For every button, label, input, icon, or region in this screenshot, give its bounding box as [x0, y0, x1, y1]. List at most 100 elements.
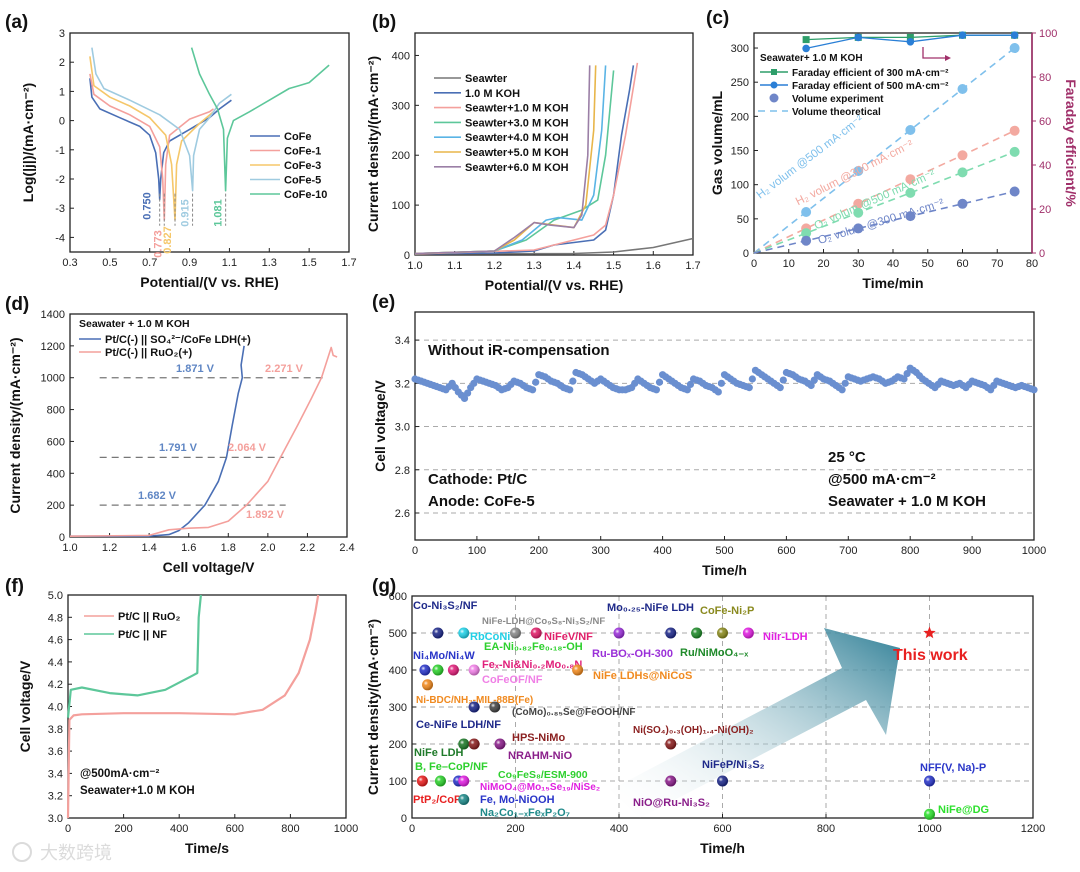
y2-tick-label: 0	[1039, 248, 1045, 260]
voltage-point	[532, 378, 540, 386]
y-tick-label: 3.6	[48, 746, 63, 758]
data-point-highlight	[468, 738, 480, 750]
voltage-point	[482, 378, 490, 386]
legend: Seawater+ 1.0 M KOH Faraday efficient of …	[758, 53, 949, 118]
condition-annotation: @500mA·cm⁻²	[80, 768, 159, 780]
legend-label: Faraday efficient of 500 mA·cm⁻²	[792, 81, 949, 92]
y-tick-label: 400	[47, 468, 65, 480]
x-tick-label: 1.0	[407, 260, 422, 272]
watermark: 大数跨境	[12, 842, 112, 863]
y-tick-label: 200	[389, 739, 407, 751]
plot-frame	[69, 32, 350, 253]
legend: CoFe CoFe-1 CoFe-3 CoFe-5 CoFe-10	[250, 131, 327, 201]
condition-annotation: Without iR-compensation	[428, 342, 610, 359]
data-point-label: PtP₂/CoP	[413, 794, 461, 806]
volume-point	[957, 84, 968, 95]
panel-a: 0.3 0.5 0.7 0.9 1.1 1.3 1.5 1.7 -4 -3 -2 -1 0 1 2 3 Pote…	[5, 12, 357, 290]
data-point-label: NiO@Ru-Ni₃S₂	[633, 797, 710, 809]
potential-annotation: 0.915	[180, 199, 192, 227]
x-tick-label: 70	[991, 258, 1003, 270]
voltage-point	[594, 377, 602, 385]
condition-annotation: Seawater + 1.0 M KOH	[828, 493, 986, 510]
voltage-point	[983, 384, 992, 392]
data-point-label: NiMoO₄@Mo₁₅Se₁₉/NiSe₂	[480, 782, 600, 793]
data-point-highlight	[489, 701, 501, 713]
voltage-point	[847, 374, 855, 382]
data-point-highlight	[468, 664, 480, 676]
y-axis-title: Gas volume/mL	[709, 90, 725, 195]
data-point-label: RbCoNi	[470, 631, 510, 643]
voltage-point	[556, 381, 565, 390]
y-tick-label: 2.6	[395, 508, 410, 520]
data-point-label: NFF(V, Na)-P	[920, 762, 986, 774]
data-point-label: NiFeV/NF	[544, 631, 593, 643]
voltage-point	[897, 374, 905, 382]
voltage-point	[587, 377, 596, 385]
voltage-point	[761, 373, 769, 381]
x-tick-label: 300	[592, 545, 610, 557]
y2-axis-title: Faraday efficient/%	[1063, 79, 1079, 207]
data-point-highlight	[613, 627, 625, 639]
panel-g: 0 200 400 600 800 1000 1200 0 100 200 300 400 500 600…	[365, 576, 1045, 856]
y-tick-label: 3.4	[395, 335, 410, 347]
x-tick-label: 10	[783, 258, 795, 270]
volume-point	[1009, 125, 1020, 136]
panel-label: (f)	[5, 576, 24, 597]
y-tick-label: 800	[47, 405, 65, 417]
y-tick-label: 0	[404, 250, 410, 262]
y-tick-label: 400	[389, 665, 407, 677]
y-tick-label: 100	[392, 200, 410, 212]
data-point-highlight	[924, 775, 935, 787]
y-tick-label: 1400	[41, 309, 65, 321]
voltage-point	[946, 380, 955, 388]
x-tick-label: 40	[887, 258, 899, 270]
legend-label: CoFe-10	[284, 189, 327, 201]
x-tick-label: 1.5	[606, 260, 621, 272]
y-tick-label: 300	[389, 702, 407, 714]
y-axis-title: Current density/(mA·cm⁻²)	[365, 619, 381, 795]
voltage-point	[643, 381, 651, 390]
condition-annotation: Cathode: Pt/C	[428, 471, 527, 488]
x-tick-label: 1.6	[181, 542, 196, 554]
panel-f: 0 200 400 600 800 1000 3.0 3.2 3.4 3.6 3.8 4.0 4.2 4.…	[5, 576, 358, 856]
voltage-point	[860, 376, 868, 384]
x-axis-title: Time/h	[702, 562, 747, 578]
series-line	[414, 62, 639, 255]
voltage-point	[717, 379, 726, 387]
data-point-label: Co₉FeS₈/ESM-900	[498, 769, 588, 781]
x-tick-label: 200	[114, 823, 132, 835]
series-line	[69, 346, 338, 537]
x-axis-title: Potential/(V vs. RHE)	[140, 274, 278, 290]
legend-label: CoFe-3	[284, 160, 321, 172]
y-tick-label: 100	[731, 180, 749, 192]
voltage-annotation: 1.791 V	[159, 442, 198, 454]
data-point-highlight	[494, 738, 506, 750]
legend-label: Pt/C || NF	[118, 629, 167, 641]
legend-marker	[771, 69, 777, 75]
voltage-point	[798, 376, 806, 384]
data-point-highlight	[458, 794, 470, 805]
volume-point	[957, 198, 968, 209]
voltage-point	[433, 382, 441, 391]
voltage-point	[414, 376, 422, 384]
y-tick-label: 1200	[41, 341, 65, 353]
data-point-label: Mo₀.₂₅-NiFe LDH	[607, 602, 694, 614]
series-line	[89, 73, 214, 221]
voltage-point	[792, 373, 800, 381]
x-tick-label: 1.2	[487, 260, 502, 272]
x-tick-label: 200	[506, 823, 524, 835]
y-tick-label: 4.4	[48, 657, 63, 669]
x-tick-label: 1.3	[526, 260, 541, 272]
x-axis-title: Time/h	[700, 840, 745, 856]
voltage-point	[1002, 380, 1010, 388]
x-tick-label: 800	[817, 823, 835, 835]
y2-tick-label: 60	[1039, 116, 1051, 128]
voltage-point	[996, 378, 1004, 386]
theoretical-line	[753, 190, 1015, 254]
voltage-point	[519, 381, 527, 390]
x-tick-label: 1.0	[62, 542, 77, 554]
panel-c: 0 10 20 30 40 50 60 70 80050100150200250300Time/…	[706, 8, 1079, 291]
voltage-point	[835, 384, 843, 392]
legend-label: CoFe-5	[284, 175, 321, 187]
data-point-label: NRAHM-NiO	[508, 750, 573, 762]
